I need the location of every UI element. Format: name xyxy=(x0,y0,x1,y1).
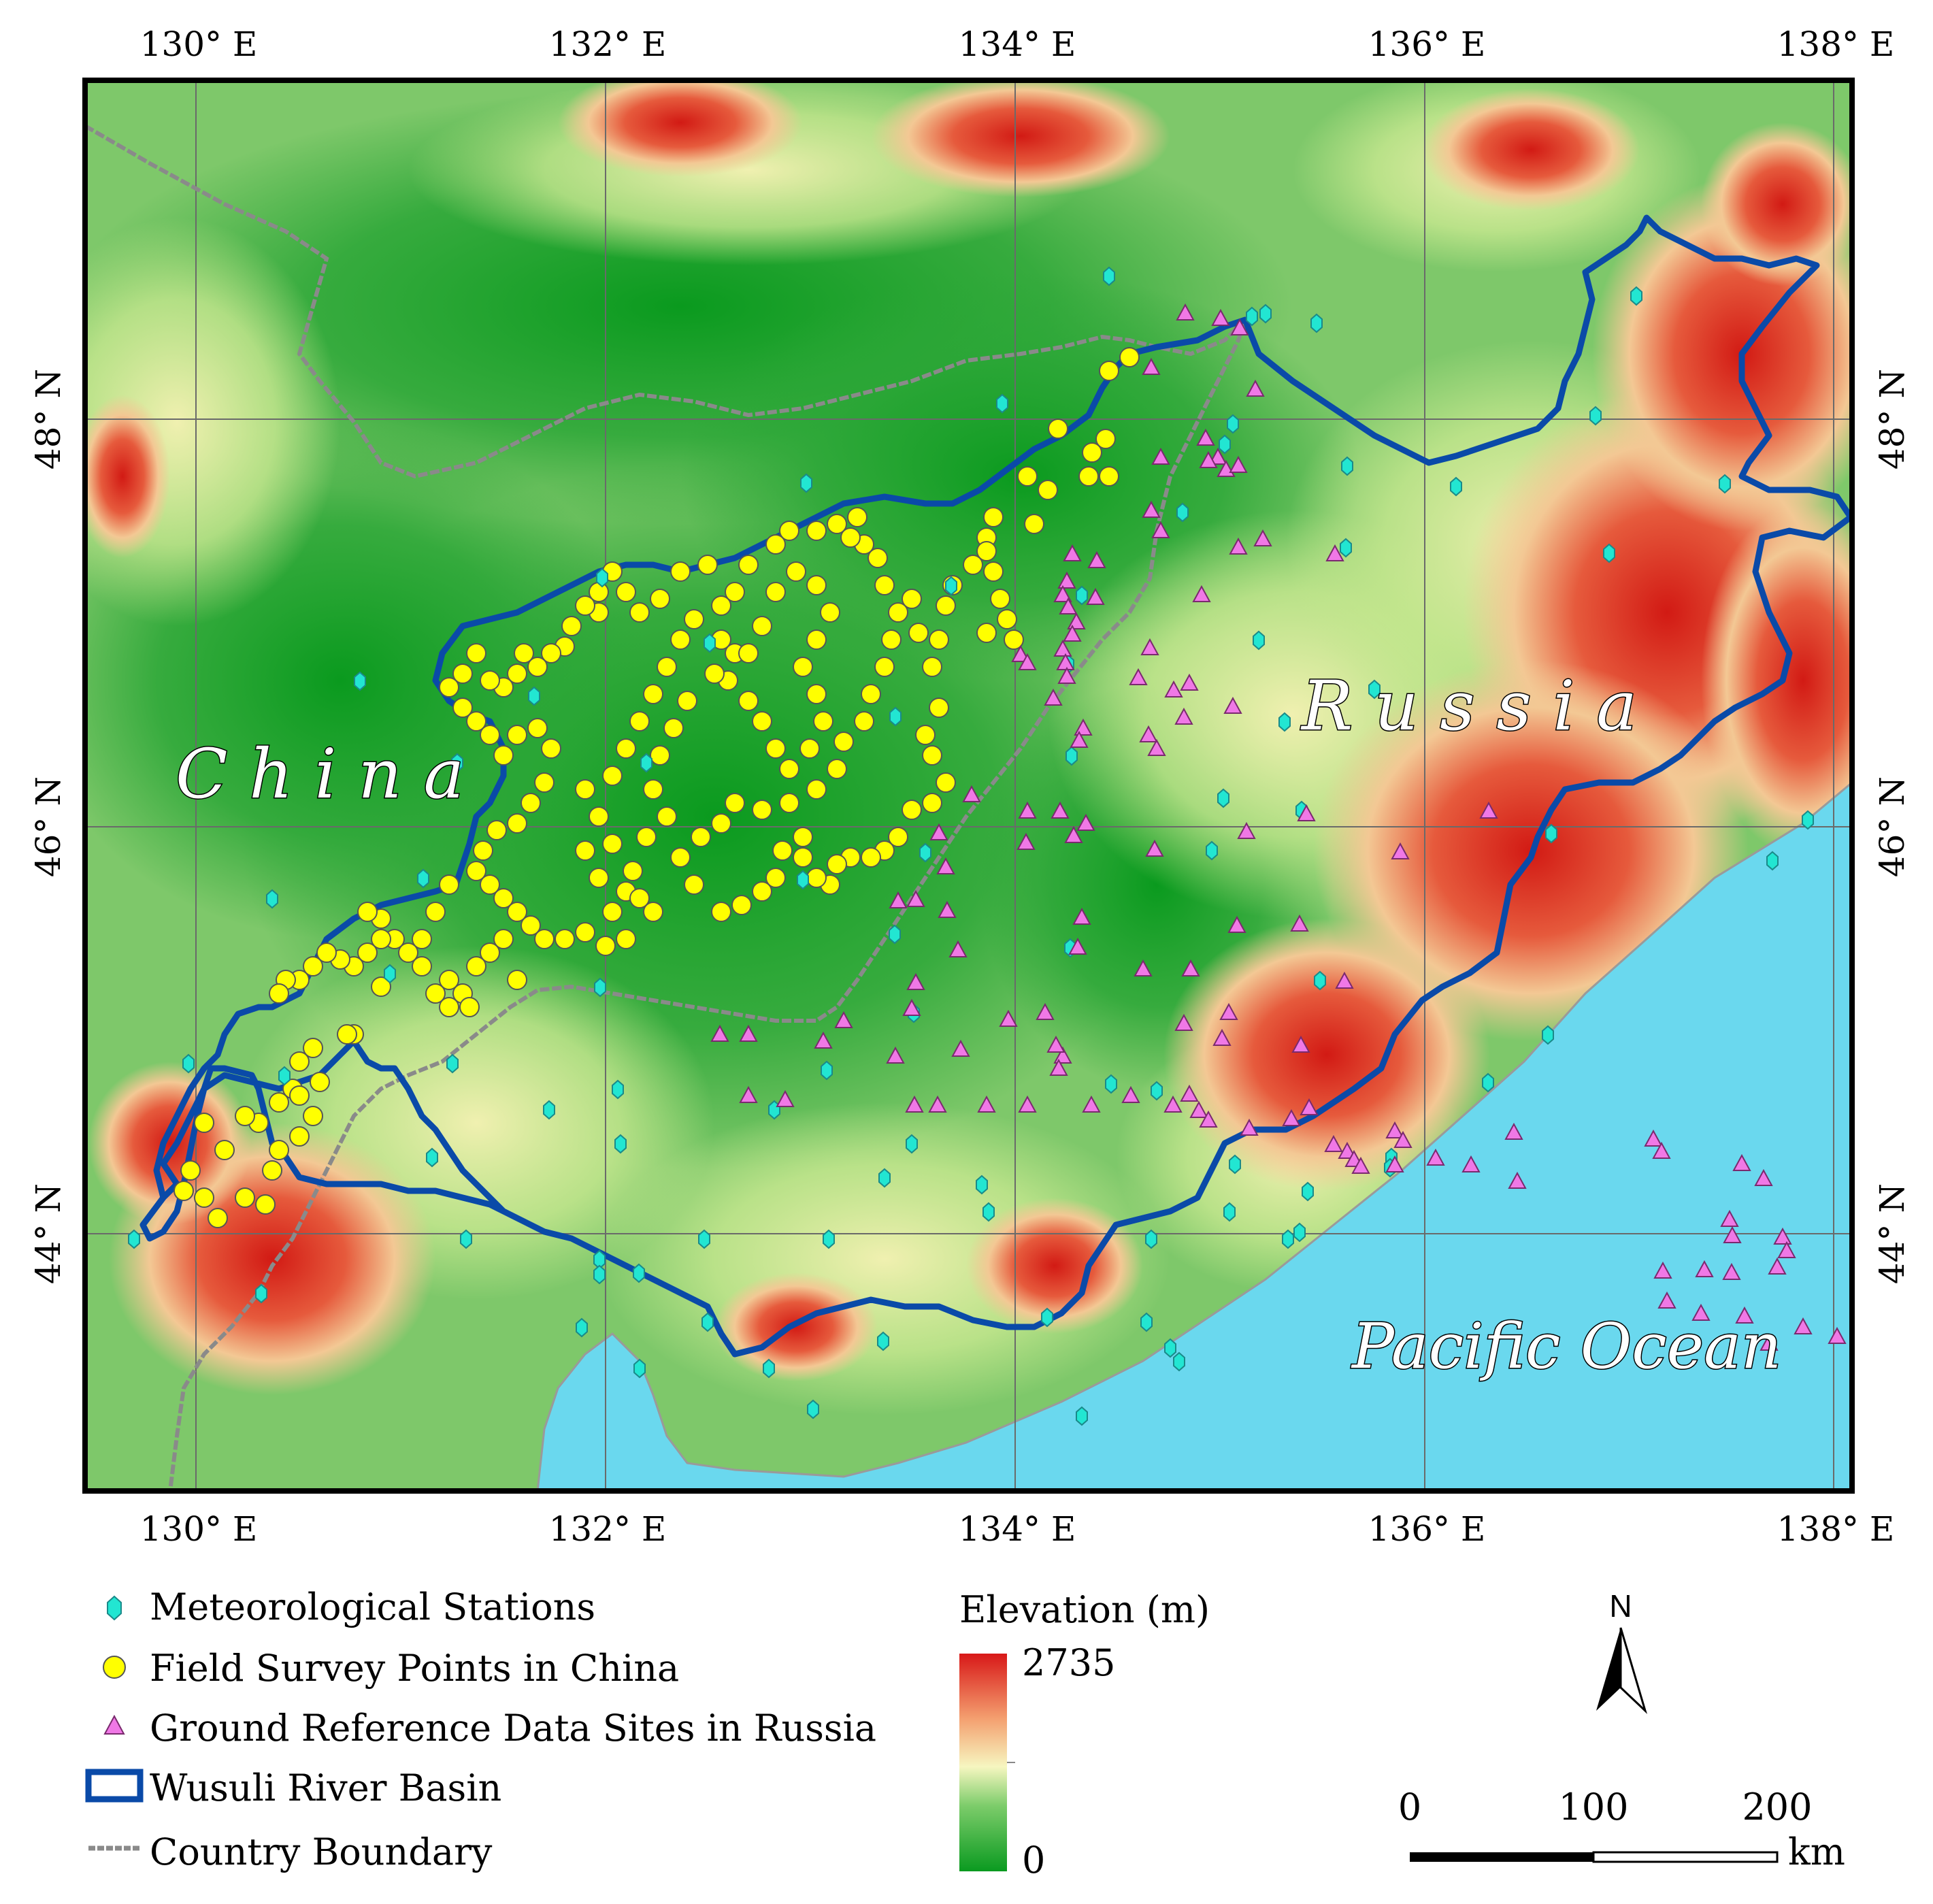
ocean-label: Pacific Ocean xyxy=(1351,1310,1781,1383)
ground-reference-sites xyxy=(710,303,1847,1351)
legend-field-point-symbol xyxy=(103,1656,126,1679)
north-arrow: N xyxy=(1596,1588,1648,1714)
lon-tick-top-132: 132° E xyxy=(549,24,667,64)
ocean xyxy=(536,781,1852,1491)
scale-bar-black xyxy=(1410,1852,1593,1862)
lat-tick-left-44: 44° N xyxy=(29,1183,68,1284)
scale-bar: 0 100 200 km xyxy=(1398,1786,1845,1873)
lon-tick-bottom-136: 136° E xyxy=(1368,1509,1486,1549)
lat-tick-right-48: 48° N xyxy=(1872,369,1912,470)
legend-field-points: Field Survey Points in China xyxy=(150,1647,679,1690)
map-area: C h i n a R u s s i a Pacific Ocean xyxy=(85,80,1852,1491)
elevation-min: 0 xyxy=(1022,1839,1045,1882)
legend-boundary: Country Boundary xyxy=(150,1831,493,1873)
legend-ground-sites: Ground Reference Data Sites in Russia xyxy=(150,1707,876,1750)
meteorological-stations xyxy=(128,266,1814,1426)
elevation-title: Elevation (m) xyxy=(959,1588,1210,1631)
elevation-max: 2735 xyxy=(1022,1641,1115,1684)
scale-tick-200: 200 xyxy=(1742,1786,1812,1828)
lon-tick-top-130: 130° E xyxy=(140,24,258,64)
scale-unit: km xyxy=(1788,1831,1845,1873)
lat-tick-right-46: 46° N xyxy=(1872,776,1912,877)
russia-label: R u s s i a xyxy=(1300,666,1637,746)
scale-bar-white xyxy=(1592,1851,1779,1863)
lat-tick-left-48: 48° N xyxy=(29,369,68,470)
map-frame xyxy=(82,78,1855,1494)
china-label: C h i n a xyxy=(176,734,464,814)
north-arrow-icon xyxy=(1596,1628,1621,1711)
graticule xyxy=(85,80,1852,1491)
legend-met-station-symbol xyxy=(107,1595,122,1621)
elevation-gradient-bar xyxy=(959,1654,1007,1871)
lon-tick-top-134: 134° E xyxy=(959,24,1076,64)
elevation-colorbar: Elevation (m) 2735 0 xyxy=(959,1588,1210,1882)
north-arrow-label: N xyxy=(1609,1588,1632,1624)
wusuli-basin-west xyxy=(153,323,1227,1199)
lon-tick-top-136: 136° E xyxy=(1368,24,1486,64)
legend: Meteorological Stations Field Survey Poi… xyxy=(85,1586,876,1873)
legend-basin: Wusuli River Basin xyxy=(150,1767,501,1809)
lon-tick-bottom-132: 132° E xyxy=(549,1509,667,1549)
lon-tick-bottom-134: 134° E xyxy=(959,1509,1076,1549)
legend-ground-site-symbol xyxy=(103,1714,125,1735)
field-survey-points xyxy=(174,347,1140,1228)
lon-tick-bottom-130: 130° E xyxy=(140,1509,258,1549)
legend-basin-symbol xyxy=(85,1769,144,1803)
lon-tick-bottom-138: 138° E xyxy=(1777,1509,1895,1549)
legend-met-stations: Meteorological Stations xyxy=(150,1586,595,1628)
lat-tick-right-44: 44° N xyxy=(1872,1183,1912,1284)
scale-tick-0: 0 xyxy=(1398,1786,1421,1828)
lat-tick-left-46: 46° N xyxy=(29,776,68,877)
scale-tick-100: 100 xyxy=(1558,1786,1628,1828)
lon-tick-top-138: 138° E xyxy=(1777,24,1895,64)
